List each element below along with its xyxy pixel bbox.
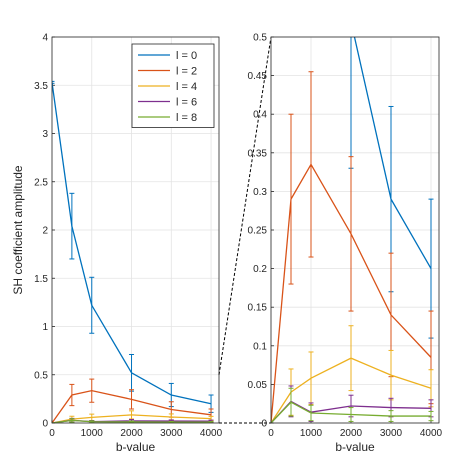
legend-label: l = 2 [176,66,197,78]
right-y-tick-label: 0.4 [253,110,267,121]
right-series-group [271,37,434,423]
right-y-tick-label: 0.35 [248,148,268,159]
legend-label: l = 4 [176,81,197,93]
left-y-tick-label: 1.5 [34,274,48,285]
right-x-tick-label: 3000 [380,428,403,439]
legend-item: l = 0 [138,50,197,62]
legend: l = 0 l = 2 l = 4 l = 6 l = 8 [131,43,215,128]
right-x-tick-label: 4000 [420,428,443,439]
legend-item: l = 6 [138,97,197,109]
right-y-tick-label: 0 [261,419,267,430]
right-y-tick-label: 0.2 [253,264,267,275]
left-axes-box [51,36,220,424]
right-y-tick-label: 0.25 [248,226,268,237]
left-y-tick-label: 3 [42,129,48,140]
left-y-tick-label: 0.5 [34,370,48,381]
left-series-group [52,80,214,423]
right-series-4 [271,387,434,423]
zoom-connector-lines [218,36,272,424]
right-x-tick-label: 2000 [340,428,363,439]
right-x-axis-label: b-value [335,440,375,454]
left-y-tick-label: 4 [42,33,48,44]
left-x-axis-label: b-value [116,440,156,454]
right-y-tick-label: 0.1 [253,341,267,352]
right-x-tick-label: 1000 [300,428,323,439]
left-x-tick-label: 4000 [200,428,223,439]
left-error-bar [52,80,55,84]
right-y-tick-label: 0.3 [253,187,267,198]
left-x-tick-labels: 0 1000 2000 3000 4000 [49,428,222,439]
left-y-tick-label: 2 [42,226,48,237]
right-chart-panel: 0 1000 2000 3000 4000 0 0.05 0.1 0.15 0.2 0.25 0.3… [248,33,443,455]
left-x-tick-label: 1000 [81,428,104,439]
left-y-tick-label: 3.5 [34,81,48,92]
left-series-line [52,82,212,405]
legend-label: l = 0 [176,50,197,62]
right-series-line [353,37,432,269]
legend-label: l = 6 [176,97,197,109]
left-x-tick-label: 0 [49,428,55,439]
left-y-tick-label: 0 [42,419,48,430]
right-y-tick-label: 0.15 [248,303,268,314]
legend-item: l = 4 [138,81,197,93]
right-axes-box [270,36,440,424]
left-series-line [52,419,212,423]
legend-item: l = 8 [138,112,197,124]
left-y-tick-label: 1 [42,322,48,333]
right-y-tick-label: 0.45 [248,71,268,82]
left-chart-panel: 0 1000 2000 3000 4000 0 0.5 1 1.5 2 2.5 3 3.5 4 b-va… [11,33,223,455]
left-x-tick-label: 3000 [160,428,183,439]
right-series-line [271,357,432,423]
legend-label: l = 8 [176,112,197,124]
right-x-tick-label: 0 [268,428,274,439]
legend-item: l = 2 [138,66,197,78]
left-series-line [52,390,212,423]
left-y-tick-label: 2.5 [34,177,48,188]
left-y-tick-labels: 0 0.5 1 1.5 2 2.5 3 3.5 4 [34,33,48,430]
y-axis-label: SH coefficient amplitude [11,165,25,295]
right-y-tick-label: 0.5 [253,33,267,44]
right-series-line [271,163,432,423]
right-y-tick-label: 0.05 [248,380,268,391]
left-series-line [52,414,212,423]
right-y-tick-labels: 0 0.05 0.1 0.15 0.2 0.25 0.3 0.35 0.4 0.45 0.5 [248,33,268,430]
zoom-line-top [218,36,272,375]
right-x-tick-labels: 0 1000 2000 3000 4000 [268,428,442,439]
right-series-line [271,401,431,423]
left-x-tick-label: 2000 [120,428,143,439]
